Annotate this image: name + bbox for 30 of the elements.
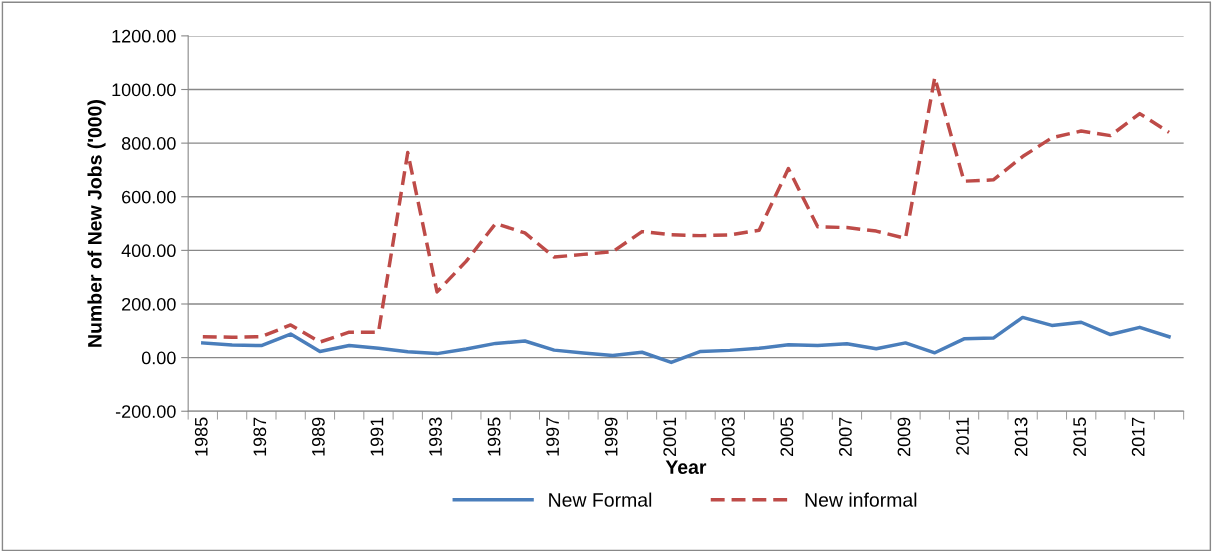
y-tick-label: 0.00	[141, 351, 176, 365]
x-tick-label: 2013	[1014, 417, 1028, 457]
y-axis-title: Number of New Jobs ('000)	[87, 100, 106, 347]
x-tick-label: 1989	[311, 417, 325, 456]
x-tick-label: 2007	[839, 417, 852, 457]
x-tick-label: 2005	[780, 417, 794, 457]
x-tick-label: 1987	[253, 417, 267, 456]
x-axis-title: Year	[665, 460, 707, 475]
y-tick-label: 200.00	[122, 297, 176, 311]
x-tick-label: 2009	[897, 417, 911, 457]
y-tick-label: 1200.00	[112, 29, 176, 43]
y-tick-label: -200.00	[115, 405, 176, 418]
line-series	[201, 315, 1171, 365]
x-tick-label: 1997	[546, 417, 559, 456]
x-tick-label: 2015	[1073, 417, 1087, 457]
legend-label: New informal	[805, 492, 917, 507]
y-tick-label: 1000.00	[112, 83, 176, 97]
x-tick-label: 1993	[429, 417, 442, 456]
x-tick-label: 2003	[721, 417, 735, 457]
x-tick-label: 2017	[1131, 417, 1145, 457]
y-tick-label: 800.00	[121, 137, 176, 150]
legend-label: New Formal	[549, 492, 652, 507]
x-tick-label: 1985	[194, 417, 208, 456]
x-tick-label: 2001	[663, 417, 677, 457]
x-tick-label: 1991	[370, 417, 384, 456]
x-tick-label: 1995	[487, 417, 501, 456]
x-tick-label: 2011	[956, 417, 969, 455]
y-tick-label: 600.00	[122, 190, 176, 204]
x-tick-label: 1999	[604, 417, 618, 456]
y-tick-label: 400.00	[121, 244, 176, 258]
